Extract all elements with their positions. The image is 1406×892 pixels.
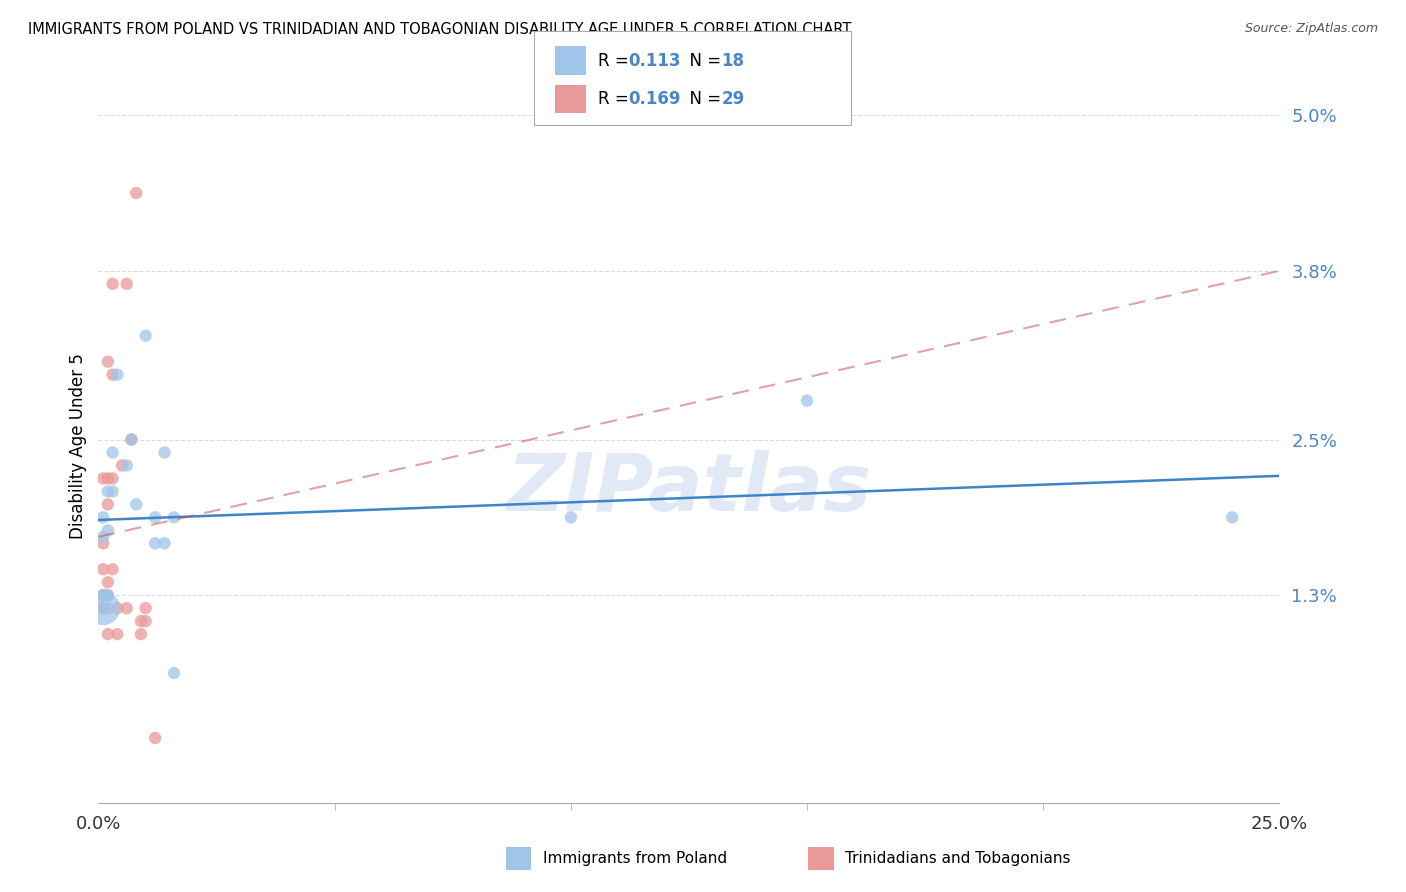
Point (105, 601, 128, 615)
Point (91, 536, 114, 550)
Point (115, 601, 138, 615)
Point (135, 328, 157, 343)
Point (143, 536, 166, 550)
Point (101, 368, 124, 382)
Point (97, 497, 120, 511)
Point (91, 601, 114, 615)
Point (97, 588, 120, 602)
Point (101, 471, 124, 485)
Point (97, 575, 120, 590)
Point (101, 445, 124, 459)
Point (121, 433, 143, 447)
Text: R =: R = (598, 90, 634, 108)
Point (97, 627, 120, 641)
Point (91, 588, 114, 602)
Text: Immigrants from Poland: Immigrants from Poland (543, 851, 727, 866)
Point (153, 536, 176, 550)
Point (101, 562, 124, 576)
Text: R =: R = (598, 52, 634, 70)
Point (101, 484, 124, 499)
Point (91, 562, 114, 576)
Text: 18: 18 (721, 52, 744, 70)
Point (111, 458, 134, 473)
Point (143, 510, 166, 524)
Text: IMMIGRANTS FROM POLAND VS TRINIDADIAN AND TOBAGONIAN DISABILITY AGE UNDER 5 CORR: IMMIGRANTS FROM POLAND VS TRINIDADIAN AN… (28, 22, 852, 37)
Point (91, 588, 114, 602)
Text: 29: 29 (721, 90, 745, 108)
Point (97, 354, 120, 368)
Point (153, 445, 176, 459)
Text: Source: ZipAtlas.com: Source: ZipAtlas.com (1244, 22, 1378, 36)
Point (115, 277, 138, 291)
Point (105, 627, 128, 641)
Text: ZIPatlas: ZIPatlas (506, 450, 872, 528)
Y-axis label: Disability Age Under 5: Disability Age Under 5 (69, 353, 87, 539)
Point (135, 601, 157, 615)
Point (125, 186, 148, 200)
Point (97, 484, 120, 499)
Point (129, 627, 152, 641)
Point (129, 614, 152, 628)
Point (91, 588, 114, 602)
Text: N =: N = (679, 90, 727, 108)
Point (121, 433, 143, 447)
Point (105, 368, 128, 382)
Text: 0.113: 0.113 (628, 52, 681, 70)
Point (97, 471, 120, 485)
Point (560, 510, 582, 524)
Point (97, 588, 120, 602)
Point (135, 614, 157, 628)
Point (143, 731, 166, 745)
Point (1220, 510, 1243, 524)
Point (97, 524, 120, 538)
Point (91, 510, 114, 524)
Point (91, 601, 114, 615)
Point (163, 666, 186, 681)
Text: N =: N = (679, 52, 727, 70)
Point (115, 458, 138, 473)
Point (91, 601, 114, 615)
Text: Trinidadians and Tobagonians: Trinidadians and Tobagonians (845, 851, 1070, 866)
Point (91, 530, 114, 544)
Point (91, 471, 114, 485)
Point (97, 601, 120, 615)
Point (796, 393, 818, 408)
Point (125, 497, 148, 511)
Text: 0.169: 0.169 (628, 90, 681, 108)
Point (163, 510, 186, 524)
Point (101, 277, 124, 291)
